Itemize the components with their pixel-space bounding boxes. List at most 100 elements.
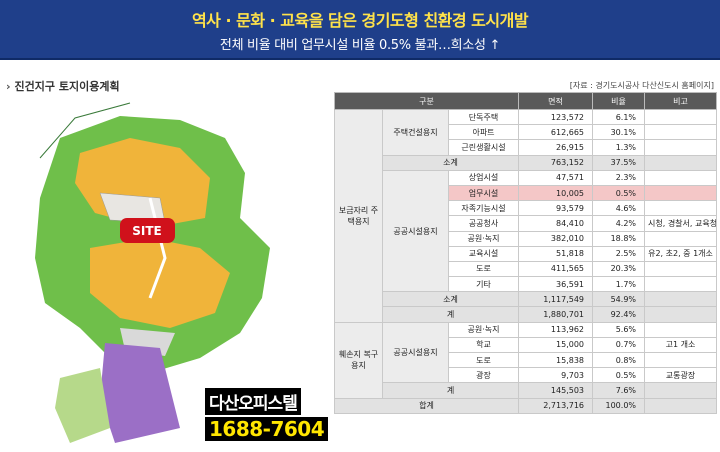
row-area: 15,000 bbox=[518, 336, 594, 354]
row-area: 15,838 bbox=[518, 351, 594, 369]
row-note bbox=[644, 397, 718, 414]
row-ratio: 0.8% bbox=[592, 351, 646, 369]
table-row: 도로 15,838 0.8% bbox=[335, 351, 718, 369]
row-note: 유2, 초2, 중 1개소 bbox=[644, 245, 718, 262]
restoration-zone bbox=[55, 368, 110, 443]
header-area: 면적 bbox=[518, 92, 594, 110]
row-ratio: 7.6% bbox=[592, 382, 646, 399]
row-note bbox=[644, 154, 718, 171]
table-row: 공원·녹지 382,010 18.8% bbox=[335, 230, 718, 247]
row-ratio: 0.5% bbox=[592, 184, 646, 202]
row-ratio: 1.7% bbox=[592, 276, 646, 293]
row-ratio: 1.3% bbox=[592, 139, 646, 156]
row-name: 도로 bbox=[447, 260, 520, 278]
table-row: 교육시설 51,818 2.5% 유2, 초2, 중 1개소 bbox=[335, 245, 718, 262]
section-title: › 진건지구 토지이용계획 bbox=[6, 78, 120, 94]
category-public2: 공공시설용지 bbox=[382, 321, 449, 384]
site-marker bbox=[120, 218, 175, 243]
row-ratio: 30.1% bbox=[592, 124, 646, 141]
row-area: 10,005 bbox=[518, 184, 594, 202]
row-area: 51,818 bbox=[518, 245, 594, 262]
row-ratio: 0.7% bbox=[592, 336, 646, 354]
category-public: 공공시설용지 bbox=[382, 169, 449, 293]
row-note bbox=[644, 260, 718, 278]
source-note: [자료 : 경기도시공사 다산신도시 홈페이지] bbox=[569, 81, 714, 90]
row-name: 소계 bbox=[381, 154, 520, 171]
subtotal-row: 소계 1,117,549 54.9% bbox=[335, 291, 718, 308]
grand-total-row: 합계 2,713,716 100.0% bbox=[333, 397, 718, 414]
category-hwison: 훼손지 복구용지 bbox=[334, 321, 383, 399]
table-row: 학교 15,000 0.7% 고1 개소 bbox=[335, 336, 718, 354]
table-row: 도로 411,565 20.3% bbox=[335, 260, 718, 278]
row-ratio: 54.9% bbox=[592, 291, 646, 308]
row-name: 업무시설 bbox=[447, 184, 520, 202]
row-note bbox=[644, 200, 718, 217]
land-use-map: SITE bbox=[0, 98, 330, 448]
total-row: 계 1,880,701 92.4% bbox=[335, 306, 718, 323]
row-name: 공원·녹지 bbox=[447, 321, 520, 338]
row-ratio: 5.6% bbox=[592, 321, 646, 338]
row-note bbox=[644, 139, 718, 156]
table-row: 보금자리 주택용지 주택건설용지 단독주택 123,572 6.1% bbox=[334, 108, 718, 323]
contact-box: 다산오피스텔 1688-7604 bbox=[205, 388, 329, 444]
row-note bbox=[644, 306, 718, 323]
row-ratio: 4.6% bbox=[592, 200, 646, 217]
row-ratio: 6.1% bbox=[592, 108, 646, 126]
row-area: 1,880,701 bbox=[518, 306, 594, 323]
total-row: 계 145,503 7.6% bbox=[335, 382, 718, 399]
row-area: 113,962 bbox=[518, 321, 594, 338]
row-ratio: 2.3% bbox=[592, 169, 646, 186]
row-area: 612,665 bbox=[518, 124, 594, 141]
row-note bbox=[644, 184, 718, 202]
highlight-row-office: 업무시설 10,005 0.5% bbox=[335, 184, 718, 202]
row-ratio: 2.5% bbox=[592, 245, 646, 262]
table-row: 기타 36,591 1.7% bbox=[335, 276, 718, 293]
row-name: 계 bbox=[381, 382, 520, 399]
row-note bbox=[644, 382, 718, 399]
row-name: 광장 bbox=[447, 367, 520, 384]
row-name: 교육시설 bbox=[447, 245, 520, 262]
row-name: 학교 bbox=[447, 336, 520, 354]
row-area: 84,410 bbox=[518, 215, 594, 232]
public-facility-zone bbox=[100, 343, 180, 443]
contact-name: 다산오피스텔 bbox=[205, 388, 301, 415]
row-area: 93,579 bbox=[518, 200, 594, 217]
boundary-line bbox=[39, 102, 131, 159]
category-bogeum: 보금자리 주택용지 bbox=[334, 109, 383, 323]
category-housing: 주택건설용지 bbox=[382, 109, 449, 156]
row-note bbox=[644, 169, 718, 186]
row-area: 9,703 bbox=[518, 367, 594, 384]
row-area: 382,010 bbox=[518, 230, 594, 247]
chevron-right-icon: › bbox=[6, 80, 11, 93]
row-name: 계 bbox=[381, 306, 520, 323]
row-name: 자족기능시설 bbox=[447, 200, 520, 217]
row-area: 411,565 bbox=[518, 260, 594, 278]
row-note bbox=[644, 108, 718, 126]
row-note bbox=[644, 276, 718, 293]
row-name: 상업시설 bbox=[447, 169, 520, 186]
row-name: 공공청사 bbox=[447, 215, 520, 232]
table-row: 훼손지 복구용지 공공시설용지 공원·녹지 113,962 5.6% bbox=[334, 321, 718, 399]
row-area: 47,571 bbox=[518, 169, 594, 186]
row-ratio: 4.2% bbox=[592, 215, 646, 232]
row-note bbox=[644, 230, 718, 247]
banner-subtitle: 전체 비율 대비 업무시설 비율 0.5% 불과…희소성 ↑ bbox=[219, 38, 501, 53]
row-note bbox=[644, 351, 718, 369]
row-name: 합계 bbox=[333, 397, 520, 414]
row-area: 123,572 bbox=[518, 108, 594, 126]
row-name: 공원·녹지 bbox=[447, 230, 520, 247]
header-category: 구분 bbox=[333, 92, 520, 110]
header-banner: 역사 · 문화 · 교육을 담은 경기도형 친환경 도시개발 전체 비율 대비 … bbox=[0, 0, 720, 60]
table-row: 공공시설용지 상업시설 47,571 2.3% bbox=[335, 169, 718, 293]
row-area: 26,915 bbox=[518, 139, 594, 156]
row-note: 교통광장 bbox=[644, 367, 718, 384]
row-name: 단독주택 bbox=[447, 108, 520, 126]
row-note: 고1 개소 bbox=[644, 336, 718, 354]
row-ratio: 0.5% bbox=[592, 367, 646, 384]
row-name: 아파트 bbox=[447, 124, 520, 141]
row-name: 도로 bbox=[447, 351, 520, 369]
apartment-zone-south bbox=[90, 238, 230, 328]
row-note bbox=[644, 321, 718, 338]
section-title-text: 진건지구 토지이용계획 bbox=[14, 80, 120, 93]
row-area: 1,117,549 bbox=[518, 291, 594, 308]
